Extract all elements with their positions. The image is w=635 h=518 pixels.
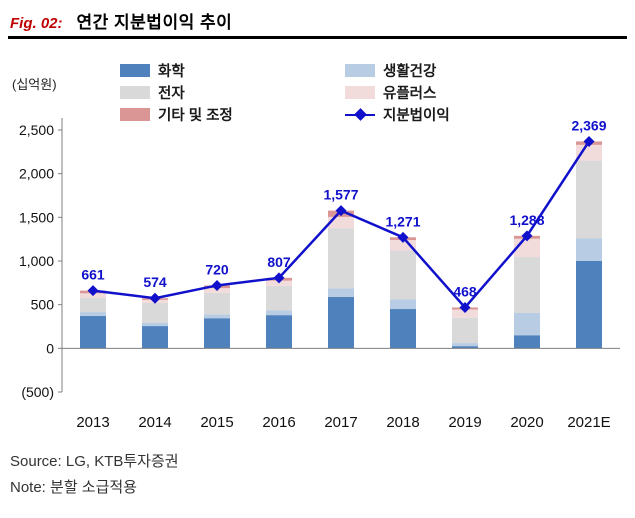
legend-item-equity-method-income: 지분법이익 bbox=[345, 106, 450, 124]
line-marker-diamond bbox=[583, 135, 595, 147]
legend-item-chemical: 화학 bbox=[120, 62, 335, 80]
source-note: Source: LG, KTB투자증권 bbox=[10, 453, 179, 470]
bar-segment-series3 bbox=[390, 240, 416, 251]
bar-segment-series2 bbox=[266, 285, 292, 311]
line-marker-diamond bbox=[273, 272, 285, 284]
x-category-label: 2017 bbox=[324, 414, 357, 431]
bar-segment-series2 bbox=[328, 228, 354, 289]
header-divider bbox=[8, 36, 627, 39]
point-data-label: 574 bbox=[143, 274, 167, 290]
bar-segment-series2 bbox=[452, 317, 478, 344]
legend-swatch-other-adjustments bbox=[120, 108, 150, 121]
x-category-label: 2015 bbox=[200, 414, 233, 431]
legend-label-household-health: 생활건강 bbox=[383, 64, 437, 80]
figure-title: 연간 지분법이익 추이 bbox=[76, 13, 233, 32]
line-marker-diamond bbox=[149, 292, 161, 304]
legend-item-electronics: 전자 bbox=[120, 84, 335, 102]
x-category-label: 2020 bbox=[510, 414, 543, 431]
equity-income-chart: 2,500 2,000 1,500 1,000 500 0 (500) 661 574 720 80… bbox=[19, 117, 620, 431]
bar-segment-series0 bbox=[204, 318, 230, 349]
bar-segment-series0 bbox=[576, 261, 602, 349]
y-tick-label: 0 bbox=[46, 340, 54, 356]
x-category-label: 2021E bbox=[567, 414, 610, 431]
bar-segment-series1 bbox=[514, 312, 540, 336]
y-tick-label: 1,500 bbox=[19, 209, 54, 225]
legend-label-equity-method-income: 지분법이익 bbox=[383, 108, 450, 124]
bar-segment-series1 bbox=[390, 299, 416, 310]
bar-segment-series1 bbox=[266, 310, 292, 316]
legend-swatch-chemical bbox=[120, 64, 150, 77]
bar-segment-series1 bbox=[142, 323, 168, 327]
x-category-label: 2013 bbox=[76, 414, 109, 431]
bar-segment-series0 bbox=[452, 346, 478, 349]
y-tick-label: (500) bbox=[21, 384, 54, 400]
legend-swatch-uplus bbox=[345, 86, 375, 99]
bar-segment-series0 bbox=[514, 335, 540, 349]
y-axis-unit-label: (십억원) bbox=[12, 77, 57, 92]
bar-segment-series2 bbox=[80, 297, 106, 313]
footnote: Note: 분할 소급적용 bbox=[10, 479, 137, 496]
figure-header: Fig. 02: 연간 지분법이익 추이 bbox=[10, 8, 232, 33]
line-marker-diamond bbox=[87, 285, 99, 297]
legend-label-chemical: 화학 bbox=[158, 64, 185, 80]
point-data-label: 807 bbox=[267, 254, 291, 270]
legend-swatch-electronics bbox=[120, 86, 150, 99]
bar-segment-series3 bbox=[328, 216, 354, 229]
point-data-label: 1,271 bbox=[385, 213, 420, 229]
point-data-label: 1,288 bbox=[509, 212, 544, 228]
bar-segment-series1 bbox=[328, 288, 354, 297]
legend-item-household-health: 생활건강 bbox=[345, 62, 450, 80]
bar-segment-series0 bbox=[80, 316, 106, 349]
point-data-label: 2,369 bbox=[571, 117, 606, 133]
line-marker-diamond bbox=[521, 230, 533, 242]
line-marker-diamond bbox=[211, 279, 223, 291]
line-marker-diamond bbox=[459, 301, 471, 313]
bar-segment-series1 bbox=[576, 238, 602, 261]
bar-segment-series2 bbox=[390, 250, 416, 300]
bar-segment-series2 bbox=[576, 160, 602, 239]
legend-label-uplus: 유플러스 bbox=[383, 86, 437, 102]
point-data-label: 1,577 bbox=[323, 187, 358, 203]
point-data-label: 468 bbox=[453, 283, 477, 299]
legend-swatch-equity-method-income bbox=[345, 108, 375, 121]
bar-segment-series3 bbox=[576, 144, 602, 161]
legend-item-other-adjustments: 기타 및 조정 bbox=[120, 106, 335, 124]
line-marker-diamond bbox=[335, 205, 347, 217]
bar-segment-series0 bbox=[390, 309, 416, 349]
bar-segment-series0 bbox=[328, 296, 354, 349]
legend-label-electronics: 전자 bbox=[158, 86, 185, 102]
y-tick-label: 1,000 bbox=[19, 253, 54, 269]
bar-segment-series0 bbox=[266, 315, 292, 349]
bar-segment-series3 bbox=[452, 309, 478, 318]
x-category-label: 2018 bbox=[386, 414, 419, 431]
bar-segment-series1 bbox=[204, 314, 230, 319]
bar-segment-series2 bbox=[204, 292, 230, 315]
chart-legend: 화학 생활건강 전자 유플러스 기타 및 조정 지분법이익 bbox=[120, 62, 450, 124]
point-data-label: 720 bbox=[205, 261, 229, 277]
x-category-label: 2019 bbox=[448, 414, 481, 431]
y-tick-label: 2,000 bbox=[19, 166, 54, 182]
figure-number: Fig. 02: bbox=[10, 15, 63, 32]
legend-swatch-household-health bbox=[345, 64, 375, 77]
legend-item-uplus: 유플러스 bbox=[345, 84, 450, 102]
bar-segment-series2 bbox=[514, 257, 540, 313]
legend-label-other-adjustments: 기타 및 조정 bbox=[158, 108, 233, 124]
bar-segment-series0 bbox=[142, 326, 168, 349]
bar-segment-series1 bbox=[452, 343, 478, 347]
bar-segment-series2 bbox=[142, 302, 168, 324]
x-category-label: 2014 bbox=[138, 414, 171, 431]
x-category-label: 2016 bbox=[262, 414, 295, 431]
point-data-label: 661 bbox=[81, 267, 105, 283]
y-tick-label: 500 bbox=[31, 297, 55, 313]
y-tick-label: 2,500 bbox=[19, 122, 54, 138]
line-marker-diamond bbox=[397, 231, 409, 243]
bar-segment-series1 bbox=[80, 312, 106, 317]
